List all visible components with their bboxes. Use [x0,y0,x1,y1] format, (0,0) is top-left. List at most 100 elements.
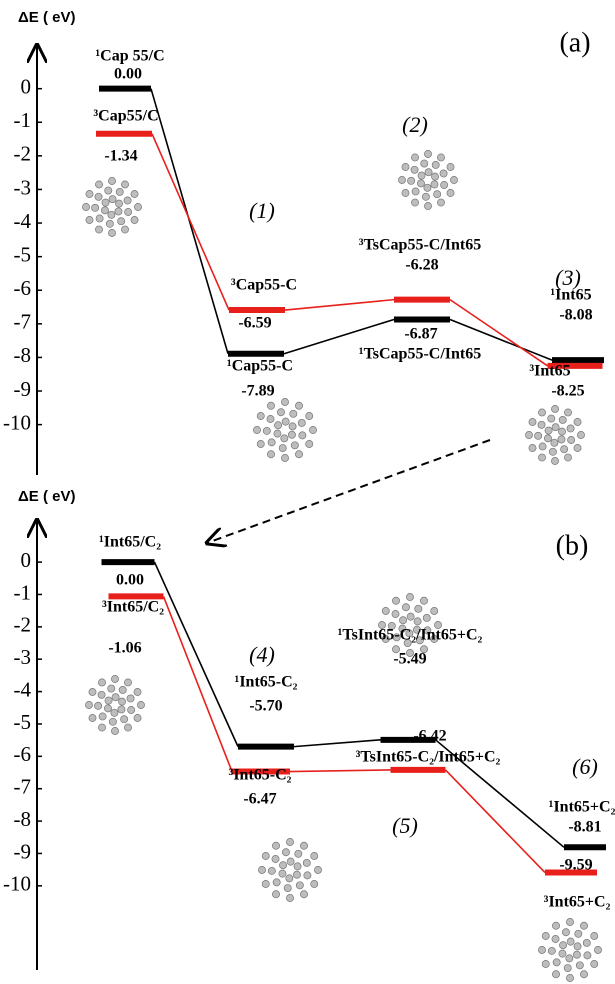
level-value: -7.89 [241,383,274,400]
atom [95,226,102,233]
y-tick-label: -3 [14,175,32,199]
atom [399,617,406,624]
atom [306,412,313,419]
atom [562,929,569,936]
atom [105,187,112,194]
level-value: -8.25 [551,383,584,400]
atom [398,176,405,183]
y-tick-label: -7 [14,310,32,334]
atom [437,199,444,206]
connector [164,596,233,771]
atom [112,694,119,701]
connector [446,770,546,873]
atom [447,189,454,196]
atom [99,713,106,720]
level-name: ¹Int65 [550,287,591,304]
atom [124,197,131,204]
atom [108,177,115,184]
atom [423,614,430,621]
atom [568,436,575,443]
atom [299,432,306,439]
atom [121,226,128,233]
y-tick-label: -8 [14,343,32,367]
atom [422,193,429,200]
level-name: ³Int65/C₂ [102,599,164,616]
atom [115,200,122,207]
atom [567,938,574,945]
atom [95,181,102,188]
atom [406,593,413,600]
atom [273,879,280,886]
atom [82,203,89,210]
y-tick-label: -1 [14,108,32,132]
atom [282,849,289,856]
atom [286,894,293,901]
level-name: ³TsCap55-C/Int65 [359,237,481,254]
level-value: -6.28 [405,257,438,274]
atom [434,191,441,198]
atom [116,188,123,195]
atom [89,714,96,721]
atom [559,416,566,423]
atom [551,405,558,412]
atom [583,939,590,946]
atom [558,428,565,435]
level-value: -6.42 [413,728,446,745]
atom [542,932,549,939]
atom [576,962,583,969]
transfer-arrow [207,440,490,543]
atom [102,199,109,206]
atom [286,838,293,845]
atom [134,688,141,695]
atom [287,858,294,865]
level-name: ³Cap55/C [93,108,158,125]
atom [309,426,316,433]
atom [566,918,573,925]
level-name: ³Cap55-C [231,277,297,294]
atom [432,161,439,168]
atom [111,727,118,734]
level-name: ¹Int65+C₂ [549,799,615,816]
atom [268,439,275,446]
atom [272,842,279,849]
level-name: ³TsInt65-C₂/Int65+C₂ [356,749,501,766]
atom [267,402,274,409]
atom [290,410,297,417]
atom [411,166,418,173]
atom [86,216,93,223]
atom [551,457,558,464]
y-tick-label: -2 [14,613,32,637]
atom [267,415,274,422]
atom [86,190,93,197]
atom [111,709,118,716]
connector [290,770,391,772]
connector [294,740,381,747]
atom [262,852,269,859]
atom [258,866,265,873]
level-name: ³Int65-C₂ [229,767,292,784]
atom [294,863,301,870]
atom [306,440,313,447]
atom [104,705,111,712]
y-axis-label: ΔE ( eV) [18,488,75,505]
atom [580,922,587,929]
panel-label: (b) [556,530,589,561]
atom [98,679,105,686]
y-tick-label: -9 [14,377,32,401]
level-value: -6.47 [243,791,276,808]
step-label: (6) [572,754,598,779]
atom [538,454,545,461]
atom [542,960,549,967]
level-value: -5.70 [249,698,282,715]
atom [415,605,422,612]
atom [121,181,128,188]
atom [295,402,302,409]
atom [412,188,419,195]
atom [274,422,281,429]
level-name: ¹Int65/C₂ [99,534,161,551]
step-label: (5) [392,813,418,838]
step-label: (4) [249,642,275,667]
atom [437,154,444,161]
atom [134,203,141,210]
y-tick-label: -8 [14,807,32,831]
